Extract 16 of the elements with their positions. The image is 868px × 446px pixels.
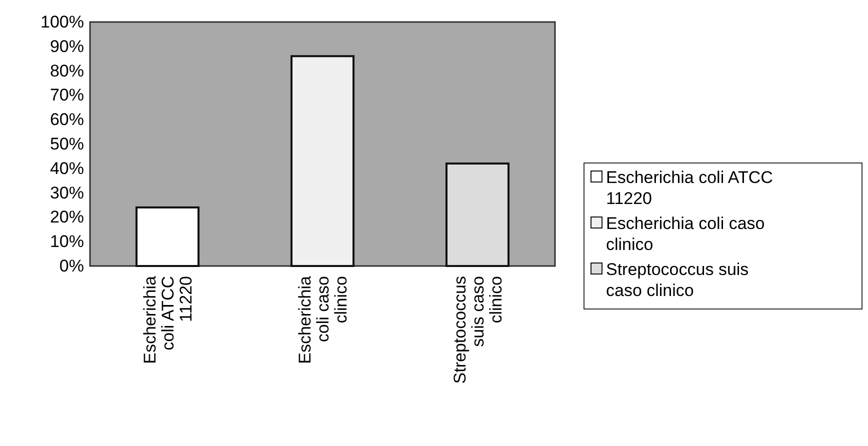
y-tick-label: 100% <box>40 12 84 32</box>
x-tick-label: Escherichia coli ATCC 11220 <box>140 275 196 364</box>
legend-label: Escherichia coli ATCC 11220 <box>606 168 773 208</box>
legend-label: Escherichia coli caso clinico <box>606 214 765 254</box>
y-tick-label: 10% <box>50 232 84 252</box>
x-tick-label: Streptococcus suis caso clinico <box>450 276 506 384</box>
y-tick-label: 70% <box>50 86 84 105</box>
y-tick-label: 80% <box>50 61 84 80</box>
y-tick-label: 30% <box>50 183 84 202</box>
y-tick-label: 60% <box>50 110 84 130</box>
y-tick-label: 0% <box>59 256 84 276</box>
y-tick-label: 20% <box>50 208 84 227</box>
y-tick-label: 50% <box>50 134 84 154</box>
y-tick-label: 40% <box>50 158 84 178</box>
x-tick-label: Escherichia coli caso clinico <box>296 275 350 364</box>
y-tick-label: 90% <box>50 36 84 56</box>
